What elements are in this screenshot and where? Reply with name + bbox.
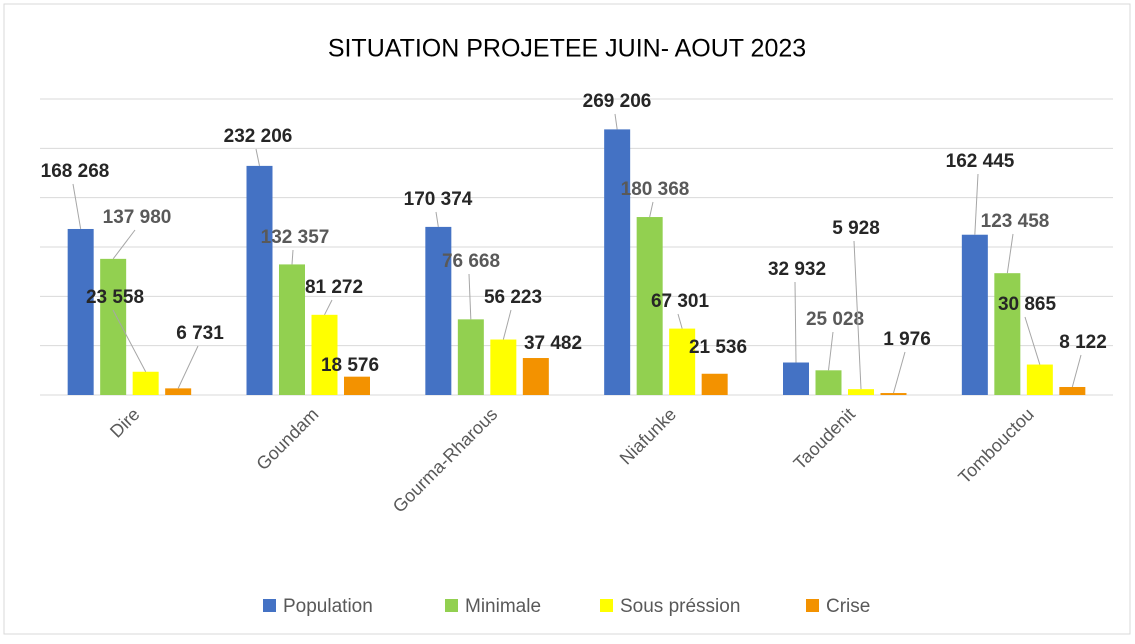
chart-border (3, 3, 1131, 635)
data-label: 76 668 (442, 251, 500, 272)
legend-swatch (600, 599, 613, 612)
data-label: 168 268 (41, 161, 110, 182)
data-label: 37 482 (524, 333, 582, 354)
leader-line (677, 313, 683, 329)
data-label: 30 865 (998, 294, 1057, 315)
leader-line (1006, 233, 1014, 274)
data-label: 5 928 (832, 218, 880, 239)
bar (880, 393, 907, 395)
leader-line (291, 249, 294, 265)
data-label: 269 206 (583, 91, 652, 112)
bar (279, 264, 305, 395)
data-label: 25 028 (806, 309, 864, 330)
legend-label: Crise (826, 596, 870, 617)
leader-line (324, 299, 333, 316)
bar (522, 358, 549, 395)
data-label: 132 357 (261, 227, 330, 248)
leader-line (468, 273, 472, 320)
leader-line (974, 173, 979, 235)
bar (669, 328, 696, 395)
leader-line (828, 331, 834, 371)
data-label: 1 976 (883, 329, 931, 350)
bar (425, 226, 452, 395)
leader-line (112, 309, 147, 372)
data-label: 32 932 (768, 259, 826, 280)
leader-line (502, 309, 512, 340)
chart-title: SITUATION PROJETEE JUIN- AOUT 2023 (328, 35, 806, 63)
data-label: 8 122 (1059, 332, 1107, 353)
data-label: 137 980 (103, 207, 172, 228)
leader-line (893, 351, 906, 394)
bar (165, 388, 192, 395)
leader-line (255, 148, 260, 166)
bar (783, 362, 809, 395)
data-label: 170 374 (404, 189, 473, 210)
leader-line (853, 240, 862, 390)
data-label: 23 558 (86, 287, 144, 308)
bar (815, 370, 842, 395)
data-label: 6 731 (176, 323, 224, 344)
leader-line (435, 211, 439, 227)
data-label: 21 536 (689, 337, 747, 358)
bar (994, 273, 1021, 395)
bar (1026, 364, 1053, 395)
data-label: 180 368 (621, 179, 690, 200)
leader-line (794, 281, 797, 363)
bar (457, 319, 484, 395)
leader-line (1071, 354, 1082, 388)
bar (132, 371, 159, 395)
leader-line (614, 113, 618, 130)
bar (636, 217, 663, 395)
leader-line (649, 201, 654, 218)
legend-label: Sous préssion (620, 596, 740, 617)
bar (961, 234, 988, 395)
leader-line (112, 229, 136, 260)
bar (67, 228, 94, 395)
data-label: 56 223 (484, 287, 542, 308)
bar (311, 314, 338, 395)
data-label: 67 301 (651, 291, 710, 312)
leader-line (72, 183, 82, 230)
legend-label: Population (283, 596, 373, 617)
data-label: 162 445 (946, 151, 1015, 172)
legend-swatch (263, 599, 276, 612)
bar (604, 129, 631, 395)
data-label: 18 576 (321, 355, 379, 376)
data-label: 232 206 (224, 126, 293, 147)
legend-label: Minimale (465, 596, 541, 617)
bar (246, 165, 273, 395)
bar (1059, 386, 1086, 395)
bar (701, 373, 728, 395)
data-label: 81 272 (305, 277, 363, 298)
legend-swatch (806, 599, 819, 612)
bar (490, 339, 517, 395)
leader-line (1024, 316, 1041, 365)
leader-line (177, 345, 199, 389)
bar (344, 376, 370, 395)
bar (848, 389, 874, 395)
legend-swatch (445, 599, 458, 612)
data-label: 123 458 (981, 211, 1050, 232)
